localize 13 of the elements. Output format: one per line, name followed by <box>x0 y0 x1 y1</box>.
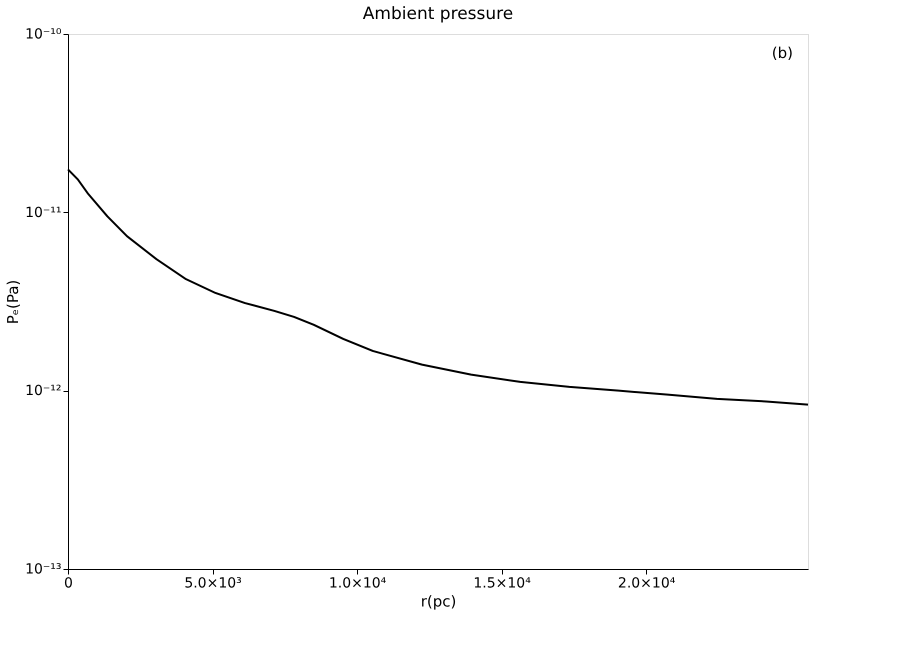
y-tick-label: 10⁻¹¹ <box>25 204 62 221</box>
y-tick-label: 10⁻¹² <box>25 383 62 400</box>
annotation: (b) <box>772 44 793 62</box>
x-tick-label: 1.0×10⁴ <box>328 576 387 592</box>
x-tick-label: 0 <box>64 576 73 592</box>
x-tick-label: 5.0×10³ <box>184 576 242 592</box>
y-tick-label: 10⁻¹³ <box>25 562 62 578</box>
x-tick-label: 2.0×10⁴ <box>618 576 676 592</box>
x-axis-title: r(pc) <box>420 592 456 610</box>
y-axis-title: Pₑ(Pa) <box>4 280 22 324</box>
y-tick-label: 10⁻¹⁰ <box>25 26 62 42</box>
chart-title: Ambient pressure <box>362 4 514 24</box>
x-tick-label: 1.5×10⁴ <box>473 576 532 592</box>
